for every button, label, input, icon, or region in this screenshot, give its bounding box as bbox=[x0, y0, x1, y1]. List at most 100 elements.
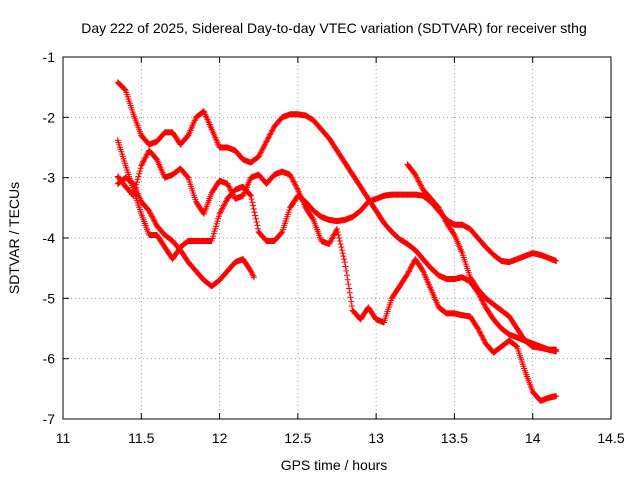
data-points bbox=[114, 79, 560, 404]
data-point bbox=[405, 268, 412, 275]
series-track-1 bbox=[114, 79, 560, 355]
data-point bbox=[416, 179, 423, 186]
data-point bbox=[130, 192, 137, 199]
data-point bbox=[228, 188, 235, 195]
data-point bbox=[338, 244, 345, 251]
data-point bbox=[414, 175, 421, 182]
data-point bbox=[255, 225, 261, 232]
data-point bbox=[229, 190, 236, 197]
series-track-2 bbox=[114, 137, 560, 266]
data-point bbox=[259, 146, 266, 153]
data-point bbox=[142, 154, 149, 161]
data-point bbox=[478, 332, 485, 339]
data-point bbox=[339, 247, 345, 254]
y-tick-label: -7 bbox=[43, 411, 56, 427]
data-point bbox=[480, 300, 487, 307]
data-point bbox=[553, 393, 560, 400]
data-point bbox=[121, 86, 128, 93]
data-point bbox=[413, 173, 419, 179]
data-point bbox=[136, 170, 143, 177]
data-point bbox=[437, 207, 444, 214]
data-point bbox=[336, 238, 343, 244]
data-point bbox=[221, 201, 228, 208]
data-point bbox=[348, 303, 355, 309]
data-point bbox=[278, 229, 285, 236]
data-point bbox=[331, 230, 338, 237]
data-point bbox=[260, 145, 266, 152]
data-point bbox=[438, 210, 445, 217]
data-point bbox=[408, 264, 414, 271]
data-point bbox=[437, 208, 444, 215]
data-point bbox=[219, 205, 226, 212]
data-point bbox=[335, 232, 342, 238]
data-point bbox=[249, 199, 256, 206]
data-point bbox=[344, 276, 351, 283]
data-point bbox=[133, 181, 140, 188]
data-point bbox=[326, 241, 333, 247]
data-point bbox=[265, 134, 272, 141]
data-point bbox=[346, 285, 353, 292]
data-point bbox=[290, 178, 297, 185]
data-point bbox=[256, 152, 263, 159]
data-point bbox=[253, 219, 260, 226]
data-point bbox=[344, 272, 350, 279]
x-tick-label: 14 bbox=[525, 430, 541, 446]
data-point bbox=[144, 151, 150, 158]
data-point bbox=[151, 217, 158, 224]
data-point bbox=[553, 346, 560, 353]
y-tick-label: -2 bbox=[43, 109, 56, 125]
data-point bbox=[328, 236, 335, 243]
data-point bbox=[136, 168, 143, 175]
data-point bbox=[435, 204, 442, 211]
data-point bbox=[479, 297, 486, 304]
x-tick-label: 11.5 bbox=[128, 430, 154, 446]
data-point bbox=[135, 173, 142, 180]
data-point bbox=[404, 271, 411, 278]
data-point bbox=[346, 289, 353, 296]
data-point bbox=[477, 331, 484, 337]
data-point bbox=[218, 206, 225, 213]
y-tick-label: -4 bbox=[43, 230, 56, 246]
data-point bbox=[250, 202, 256, 209]
data-point bbox=[553, 257, 560, 264]
data-point bbox=[131, 190, 138, 196]
data-point bbox=[347, 294, 354, 301]
data-point bbox=[248, 196, 255, 203]
data-point bbox=[140, 158, 147, 165]
data-point bbox=[262, 141, 269, 148]
data-point bbox=[250, 205, 257, 212]
data-point bbox=[131, 187, 138, 194]
data-point bbox=[481, 301, 488, 308]
data-point bbox=[134, 179, 140, 186]
chart-title: Day 222 of 2025, Sidereal Day-to-day VTE… bbox=[81, 20, 587, 36]
data-point bbox=[442, 217, 449, 224]
data-point bbox=[146, 207, 153, 214]
data-point bbox=[289, 177, 296, 184]
data-point bbox=[337, 241, 344, 247]
data-point bbox=[139, 161, 145, 168]
data-point bbox=[150, 216, 157, 223]
data-point bbox=[475, 326, 482, 333]
x-tick-label: 13.5 bbox=[441, 430, 468, 446]
data-point bbox=[132, 184, 139, 191]
data-point bbox=[223, 198, 229, 205]
data-point bbox=[417, 181, 424, 188]
data-point bbox=[266, 133, 273, 139]
data-point bbox=[264, 137, 271, 144]
data-point bbox=[291, 179, 298, 186]
x-tick-label: 14.5 bbox=[597, 430, 624, 446]
data-point bbox=[418, 184, 425, 190]
data-point bbox=[255, 153, 262, 160]
data-point bbox=[309, 215, 316, 222]
data-point bbox=[292, 181, 298, 188]
y-tick-label: -3 bbox=[43, 170, 56, 186]
data-point bbox=[134, 176, 141, 183]
data-point bbox=[334, 225, 340, 232]
data-point bbox=[474, 325, 481, 332]
data-point bbox=[436, 206, 443, 213]
data-point bbox=[288, 174, 295, 181]
data-point bbox=[251, 209, 258, 216]
data-point bbox=[412, 171, 419, 178]
x-tick-label: 13 bbox=[368, 430, 384, 446]
data-point bbox=[217, 209, 224, 216]
